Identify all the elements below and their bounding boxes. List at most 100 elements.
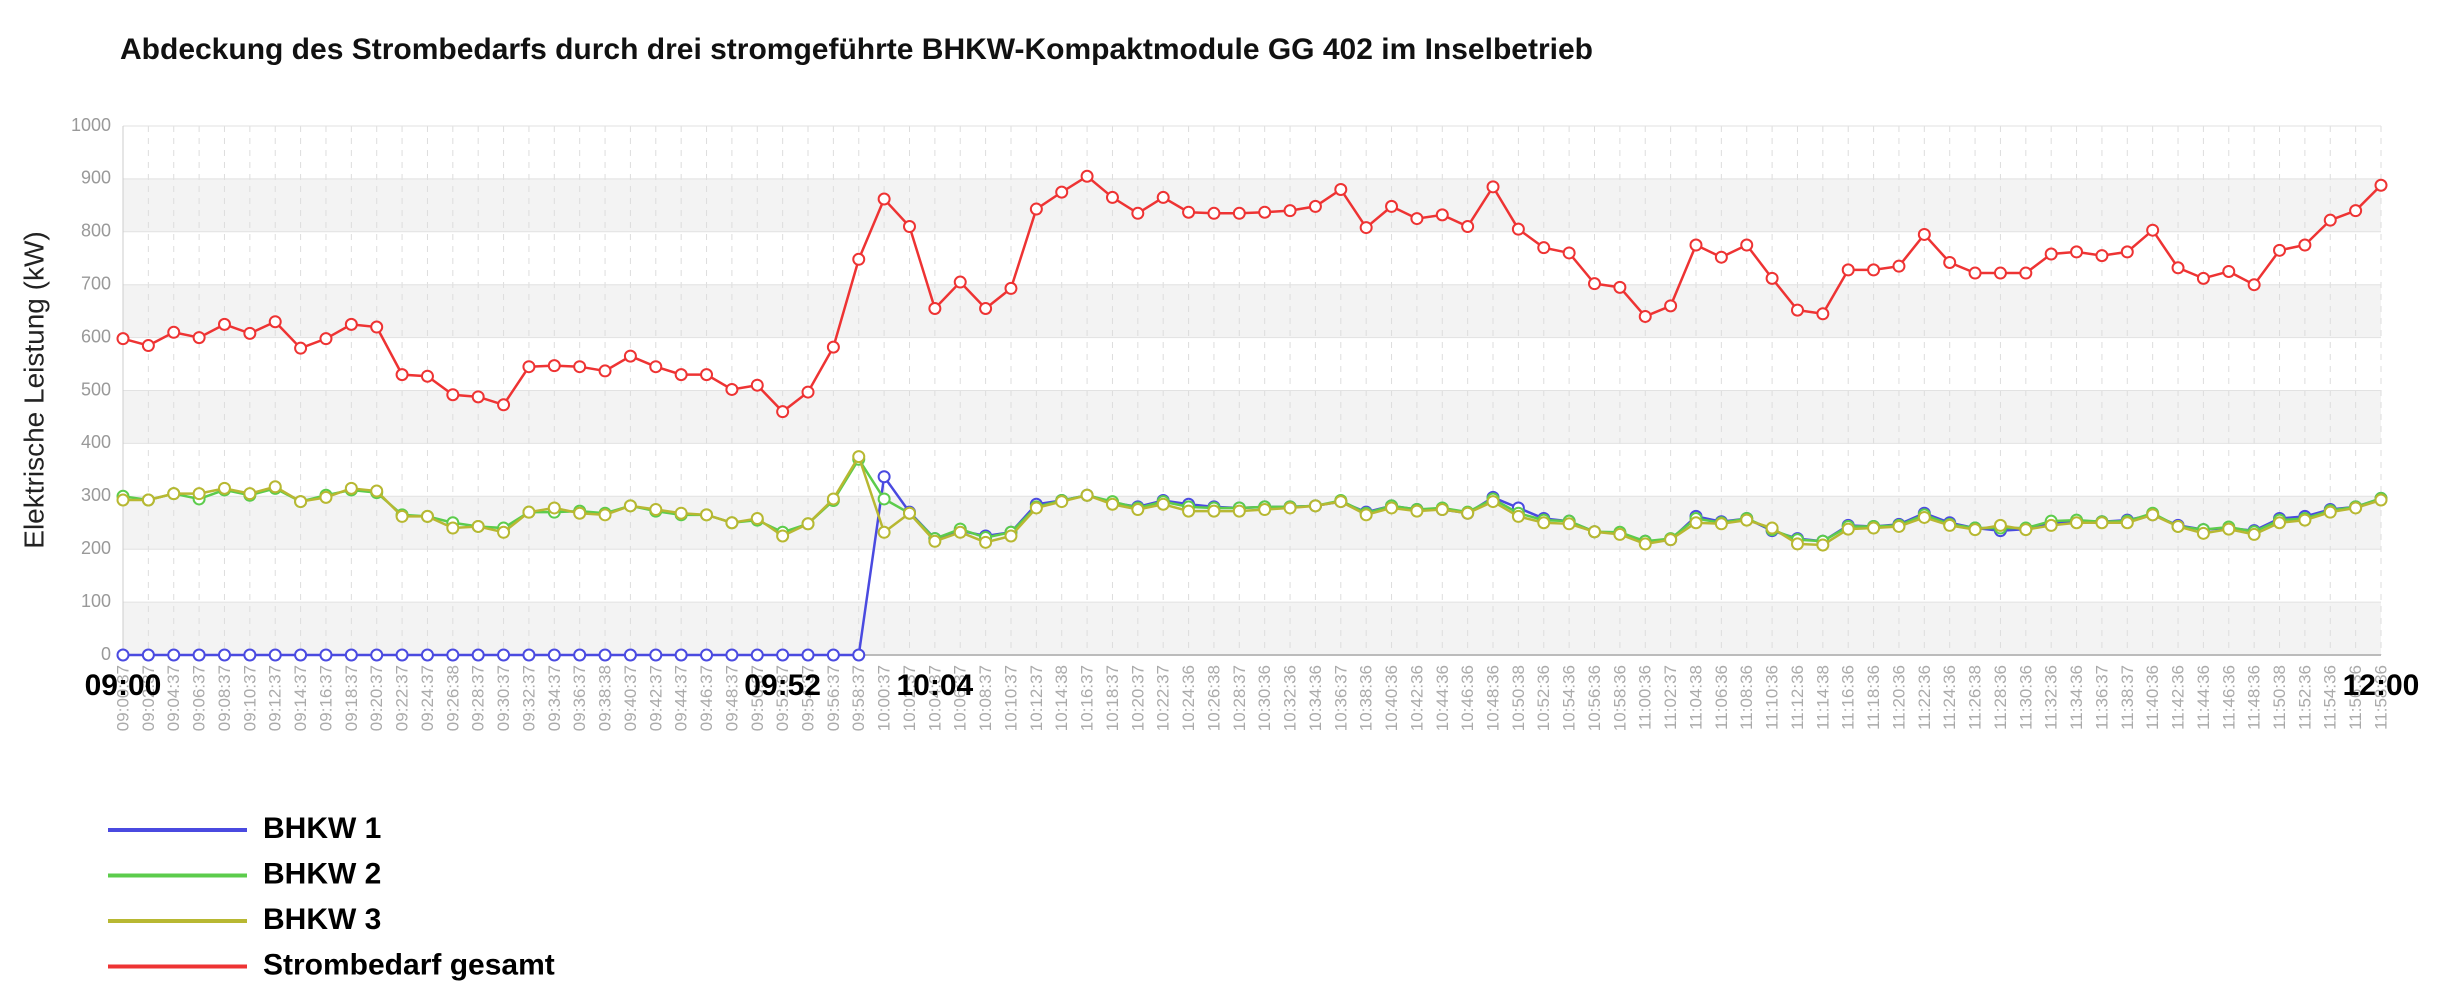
x-tick-label: 10:18:37: [1103, 665, 1122, 731]
data-point: [902, 220, 916, 234]
data-point: [2019, 523, 2033, 537]
x-tick-label: 11:30:36: [2016, 665, 2035, 730]
x-tick-label: 11:40:36: [2143, 665, 2162, 730]
data-point: [547, 359, 561, 373]
data-point: [1207, 504, 1221, 518]
x-tick-label: 10:04:37: [925, 665, 944, 731]
data-point: [598, 648, 612, 662]
x-tick-label: 10:58:36: [1610, 665, 1629, 731]
data-point: [1156, 497, 1170, 511]
data-point: [344, 648, 358, 662]
data-point: [598, 508, 612, 522]
data-point: [1461, 506, 1475, 520]
data-point: [623, 349, 637, 363]
data-point: [1105, 190, 1119, 204]
y-tick-label: 100: [81, 591, 111, 611]
x-tick-label: 10:48:36: [1484, 665, 1503, 731]
chart-title: Abdeckung des Strombedarfs durch drei st…: [120, 33, 1593, 66]
y-tick-label: 1000: [71, 115, 111, 135]
data-point: [2019, 266, 2033, 280]
data-point: [395, 509, 409, 523]
data-point: [750, 648, 764, 662]
x-tick-label: 10:10:37: [1001, 665, 1020, 731]
x-tick-label: 10:56:36: [1585, 665, 1604, 731]
data-point: [2323, 213, 2337, 227]
annotation: 09:00: [85, 669, 162, 702]
data-point: [801, 648, 815, 662]
data-point: [852, 450, 866, 464]
data-point: [141, 339, 155, 353]
data-point: [953, 275, 967, 289]
data-point: [497, 648, 511, 662]
y-tick-label: 0: [101, 644, 111, 664]
data-point: [2120, 245, 2134, 259]
data-point: [1968, 523, 1982, 537]
x-tick-label: 11:28:36: [1991, 665, 2010, 730]
x-tick-label: 09:22:37: [393, 665, 412, 731]
data-point: [370, 320, 384, 334]
data-point: [344, 481, 358, 495]
data-point: [1156, 190, 1170, 204]
data-point: [344, 317, 358, 331]
data-point: [192, 648, 206, 662]
data-point: [1232, 206, 1246, 220]
data-point: [420, 369, 434, 383]
x-tick-label: 10:50:38: [1509, 665, 1528, 731]
x-tick-label: 11:42:36: [2169, 665, 2188, 730]
data-point: [573, 648, 587, 662]
data-point: [243, 487, 257, 501]
data-point: [1410, 212, 1424, 226]
x-tick-label: 09:14:37: [291, 665, 310, 731]
x-tick-label: 10:32:36: [1281, 665, 1300, 731]
x-tick-label: 10:14:38: [1052, 665, 1071, 731]
x-tick-label: 09:16:37: [316, 665, 335, 731]
data-point: [1816, 307, 1830, 321]
data-point: [1004, 529, 1018, 543]
data-point: [2120, 516, 2134, 530]
data-point: [1359, 508, 1373, 522]
data-point: [1714, 250, 1728, 264]
data-point: [217, 648, 231, 662]
data-point: [2070, 245, 2084, 259]
annotation: 12:00: [2343, 669, 2420, 702]
x-tick-label: 10:24:36: [1179, 665, 1198, 731]
data-point: [1182, 504, 1196, 518]
data-point: [1714, 517, 1728, 531]
data-point: [2222, 522, 2236, 536]
legend-label: Strombedarf gesamt: [263, 948, 555, 981]
x-tick-label: 11:00:36: [1636, 665, 1655, 730]
data-point: [700, 648, 714, 662]
data-point: [1689, 238, 1703, 252]
data-point: [1638, 537, 1652, 551]
data-point: [2196, 526, 2210, 540]
x-tick-label: 11:24:36: [1940, 665, 1959, 730]
data-point: [1308, 199, 1322, 213]
data-point: [1055, 495, 1069, 509]
data-point: [1029, 501, 1043, 515]
data-point: [2374, 178, 2388, 192]
data-point: [1486, 180, 1500, 194]
data-point: [192, 487, 206, 501]
data-point: [1689, 516, 1703, 530]
annotation: 10:04: [896, 669, 973, 702]
data-point: [1841, 522, 1855, 536]
data-point: [1258, 503, 1272, 517]
x-tick-label: 09:38:38: [596, 665, 615, 731]
x-tick-label: 11:48:36: [2245, 665, 2264, 730]
data-point: [1638, 309, 1652, 323]
data-point: [1410, 504, 1424, 518]
data-point: [2298, 513, 2312, 527]
data-point: [1562, 246, 1576, 260]
x-tick-label: 09:40:37: [621, 665, 640, 731]
data-point: [471, 519, 485, 533]
data-point: [1258, 205, 1272, 219]
x-tick-label: 11:46:36: [2219, 665, 2238, 730]
x-tick-label: 09:24:37: [418, 665, 437, 731]
data-point: [1511, 222, 1525, 236]
data-point: [953, 525, 967, 539]
data-point: [1080, 488, 1094, 502]
data-point: [243, 648, 257, 662]
data-point: [1334, 495, 1348, 509]
data-point: [1385, 501, 1399, 515]
